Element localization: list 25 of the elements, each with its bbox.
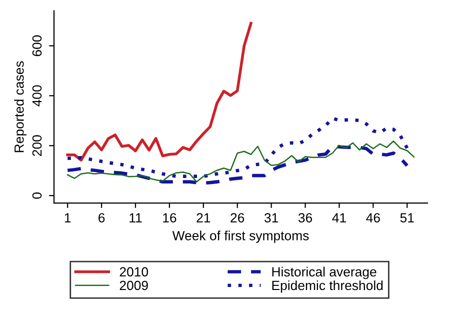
x-tick-label: 26 xyxy=(230,213,244,222)
x-tick-label: 1 xyxy=(64,213,71,222)
line-series xyxy=(66,22,252,162)
x-axis-title: Week of first symptoms xyxy=(172,230,309,243)
line-series xyxy=(66,144,409,185)
legend-label: Historical average xyxy=(272,266,376,280)
x-tick-label: 11 xyxy=(130,213,142,222)
line-series xyxy=(66,140,415,182)
y-tick-label: 400 xyxy=(32,85,42,106)
x-tick-label: 46 xyxy=(366,213,380,222)
x-tick-label: 31 xyxy=(264,213,278,222)
line-series xyxy=(66,116,409,178)
x-tick-label: 41 xyxy=(332,213,346,222)
legend-label: 2009 xyxy=(120,280,148,290)
y-axis-title: Reported cases xyxy=(14,61,26,152)
legend-label: 2010 xyxy=(120,267,148,277)
x-tick-label: 21 xyxy=(196,213,210,222)
y-tick-label: 200 xyxy=(32,135,42,156)
legend-label: Epidemic threshold xyxy=(272,280,383,293)
x-tick-label: 16 xyxy=(163,213,176,222)
x-tick-label: 36 xyxy=(298,213,312,222)
x-tick-label: 51 xyxy=(400,213,414,222)
y-tick-label: 600 xyxy=(32,35,42,56)
x-tick-label: 6 xyxy=(98,213,105,222)
y-tick-label: 0 xyxy=(32,192,42,199)
